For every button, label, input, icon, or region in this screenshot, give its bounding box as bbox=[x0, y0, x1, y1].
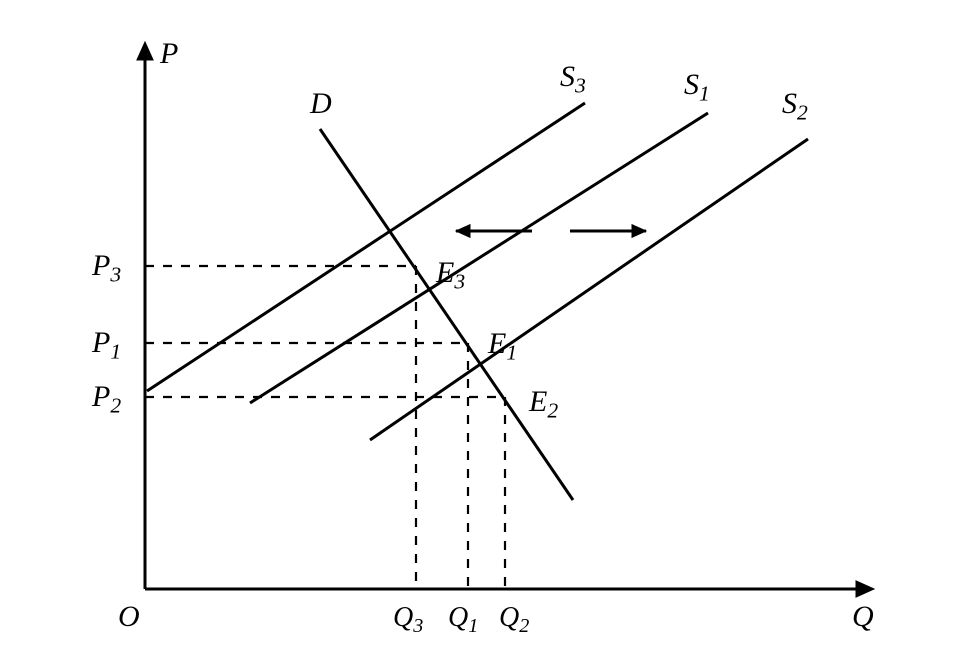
equilibrium-label-E3: E3 bbox=[435, 256, 465, 294]
arrowhead bbox=[456, 225, 470, 238]
supply-label-S3: S3 bbox=[560, 60, 586, 98]
price-label-P1: P1 bbox=[91, 326, 121, 364]
equilibrium-label-E2: E2 bbox=[528, 385, 558, 423]
supply-label-S2: S2 bbox=[782, 87, 808, 125]
arrowhead bbox=[856, 581, 874, 597]
price-label-P3: P3 bbox=[91, 249, 121, 287]
quantity-label-Q2: Q2 bbox=[499, 602, 529, 637]
x-axis-label: Q bbox=[852, 600, 874, 633]
supply-curve-S2 bbox=[370, 139, 808, 440]
demand-label: D bbox=[309, 87, 332, 120]
equilibrium-label-E1: E1 bbox=[487, 327, 517, 365]
supply-demand-diagram: { "type": "economics-supply-demand", "ca… bbox=[0, 0, 960, 648]
arrowhead bbox=[137, 42, 153, 60]
quantity-label-Q1: Q1 bbox=[448, 602, 478, 637]
demand-curve bbox=[320, 129, 573, 500]
supply-curve-S3 bbox=[147, 103, 585, 391]
arrowhead bbox=[632, 225, 646, 238]
quantity-label-Q3: Q3 bbox=[393, 602, 423, 637]
y-axis-label: P bbox=[159, 37, 178, 70]
svg-canvas: O Q P D S1 S2 S3 E1 E2 E3 P1 P2 P3 Q1 Q2 Q3 bbox=[0, 0, 960, 648]
origin-label: O bbox=[118, 600, 140, 633]
supply-label-S1: S1 bbox=[684, 68, 710, 106]
price-label-P2: P2 bbox=[91, 380, 121, 418]
